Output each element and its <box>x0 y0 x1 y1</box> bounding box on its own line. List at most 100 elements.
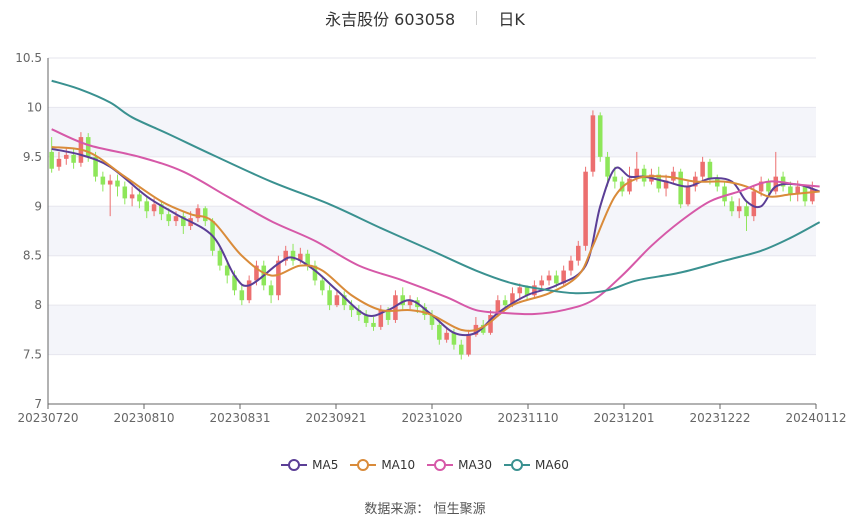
candle-body <box>444 332 449 340</box>
legend-marker <box>427 459 454 471</box>
candle <box>546 270 552 286</box>
candle <box>312 260 318 286</box>
ma30-line <box>51 128 820 316</box>
y-tick-label: 7 <box>34 397 42 411</box>
candle-body <box>627 178 632 192</box>
candle <box>356 305 362 321</box>
candle-body <box>744 206 749 217</box>
x-tick-label: 20231222 <box>689 411 750 425</box>
legend-item-ma5[interactable]: MA5 <box>281 458 338 472</box>
candle-body <box>407 300 413 306</box>
legend-item-ma60[interactable]: MA60 <box>504 458 569 472</box>
candle <box>64 146 69 165</box>
candle-body <box>400 295 406 306</box>
candle <box>539 275 544 291</box>
candle <box>663 174 669 197</box>
candle-body <box>524 287 530 296</box>
candle-body <box>707 161 713 179</box>
x-tick-label: 20231201 <box>593 411 654 425</box>
candle-body <box>276 260 281 296</box>
legend-item-ma10[interactable]: MA10 <box>350 458 415 472</box>
candle-body <box>612 176 618 182</box>
candle <box>107 174 113 217</box>
candle-body <box>736 206 742 212</box>
candle-body <box>685 186 691 205</box>
candle-body <box>100 176 106 185</box>
legend-item-ma30[interactable]: MA30 <box>427 458 492 472</box>
candle-body <box>122 186 128 199</box>
candle-body <box>480 324 486 333</box>
candle-body <box>422 307 427 316</box>
legend-marker-circle <box>288 459 301 471</box>
candle-body <box>239 290 245 301</box>
ma-lines <box>51 79 821 337</box>
candle-body <box>700 161 705 177</box>
candle <box>283 245 288 266</box>
candle-body <box>85 137 91 157</box>
candle-body <box>495 300 501 316</box>
candle-body <box>568 260 574 271</box>
grid-band <box>48 107 816 157</box>
candle <box>290 243 296 266</box>
stock-title: 永吉股份 603058 <box>325 10 456 29</box>
candle <box>736 198 742 219</box>
candle <box>612 166 618 189</box>
candle <box>195 204 201 223</box>
candle-body <box>532 285 537 296</box>
candle-body <box>320 280 325 291</box>
y-tick-label: 7.5 <box>23 348 42 362</box>
candle-body <box>583 171 588 246</box>
candle-body <box>371 322 376 327</box>
candle-body <box>656 174 662 189</box>
legend-label: MA10 <box>381 458 416 472</box>
candle <box>166 208 171 227</box>
candle <box>744 201 749 231</box>
source-label: 数据来源： <box>364 502 430 517</box>
candle-body <box>349 305 354 311</box>
candle <box>444 326 449 343</box>
candle <box>422 303 427 320</box>
legend-label: MA30 <box>458 458 493 472</box>
candle <box>246 275 252 304</box>
candle <box>407 295 413 310</box>
candle-body <box>49 151 54 169</box>
legend-marker-circle <box>511 459 524 471</box>
candle-body <box>56 158 62 167</box>
candle-body <box>451 332 457 345</box>
candle-body <box>137 194 142 202</box>
candle-body <box>71 154 76 163</box>
candle-body <box>510 293 515 306</box>
ma60-line <box>51 79 821 295</box>
candle-body <box>488 315 493 333</box>
candle-body <box>393 295 398 320</box>
candle-body <box>437 324 442 340</box>
candle <box>327 285 332 311</box>
ma5-line <box>51 147 820 337</box>
candle-body <box>546 275 552 281</box>
candle-body <box>173 216 179 222</box>
candle <box>217 245 223 271</box>
candle-body <box>195 208 201 219</box>
x-tick-label: 20231110 <box>497 411 558 425</box>
title-separator <box>476 11 478 25</box>
x-tick-label: 20230810 <box>113 411 174 425</box>
candle-body <box>341 295 347 306</box>
candle-body <box>678 171 683 205</box>
candle <box>458 339 464 360</box>
y-axis: 7 7.5 8 8.5 9 9.5 10 10.5 <box>15 51 49 411</box>
candle-body <box>224 265 230 276</box>
candle <box>729 196 735 217</box>
candle <box>671 166 676 185</box>
x-axis: 20230720 20230810 20230831 20230921 20231020… <box>17 403 847 425</box>
candle-body <box>144 201 150 212</box>
candle <box>576 240 581 266</box>
candle-body <box>576 245 581 261</box>
candle-body <box>502 300 508 306</box>
candle-body <box>385 310 391 320</box>
candle <box>56 151 62 171</box>
candle-body <box>305 253 310 266</box>
candle <box>305 249 310 271</box>
candle <box>100 171 106 192</box>
candle-body <box>334 295 340 306</box>
candle-body <box>356 310 362 316</box>
